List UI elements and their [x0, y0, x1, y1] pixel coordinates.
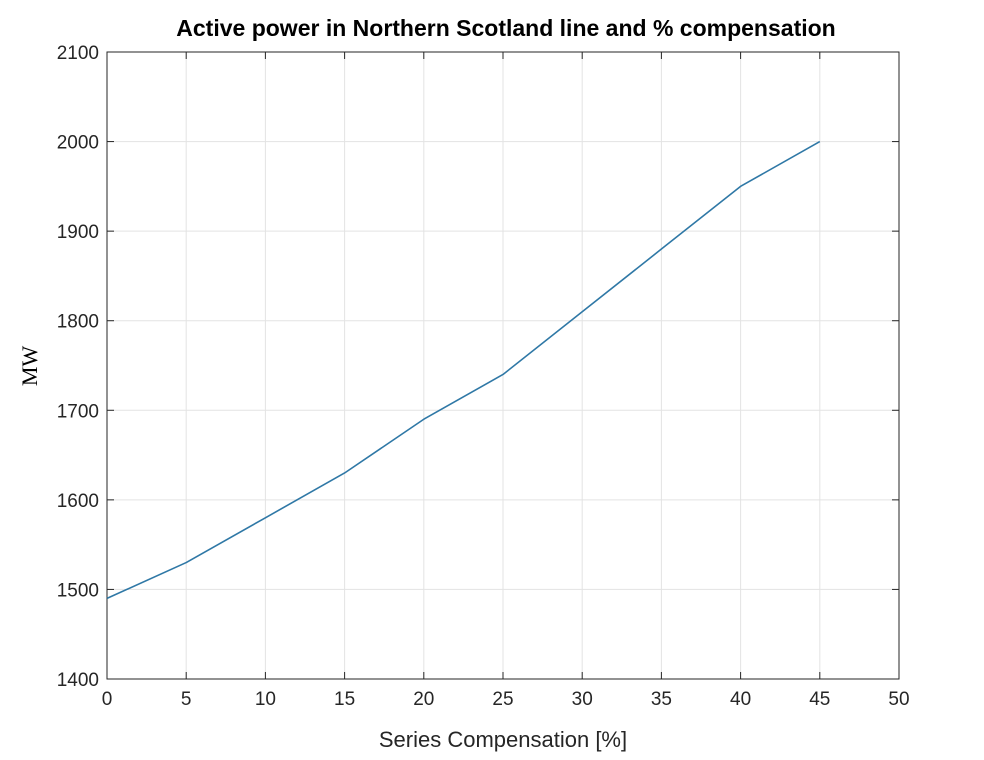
y-tick-label: 1400: [57, 670, 99, 691]
y-tick-label: 2100: [57, 43, 99, 64]
x-tick-label: 30: [572, 689, 593, 710]
x-tick-label: 25: [492, 689, 513, 710]
grid-lines: [107, 52, 899, 679]
y-axis-label: MW: [17, 346, 42, 387]
x-tick-label: 5: [181, 689, 192, 710]
x-tick-label: 45: [809, 689, 830, 710]
x-tick-labels: 0 5 10 15 20 25 30 35 40 45 50: [102, 689, 910, 710]
tick-marks: [106, 51, 900, 680]
y-tick-label: 1600: [57, 491, 99, 512]
series-line: [106, 140, 821, 600]
chart-title: Active power in Northern Scotland line a…: [176, 15, 835, 41]
x-tick-label: 50: [888, 689, 909, 710]
y-tick-label: 1800: [57, 312, 99, 333]
x-axis-label: Series Compensation [%]: [379, 727, 627, 752]
y-tick-label: 1900: [57, 222, 99, 243]
series-group: [106, 140, 821, 600]
x-tick-label: 15: [334, 689, 355, 710]
y-tick-label: 1500: [57, 580, 99, 601]
y-tick-labels: 1400 1500 1600 1700 1800 1900 2000 2100: [57, 43, 99, 691]
x-tick-label: 10: [255, 689, 276, 710]
x-tick-label: 0: [102, 689, 113, 710]
y-tick-label: 1700: [57, 401, 99, 422]
x-tick-label: 20: [413, 689, 434, 710]
x-tick-label: 35: [651, 689, 672, 710]
y-tick-label: 2000: [57, 133, 99, 154]
x-tick-label: 40: [730, 689, 751, 710]
